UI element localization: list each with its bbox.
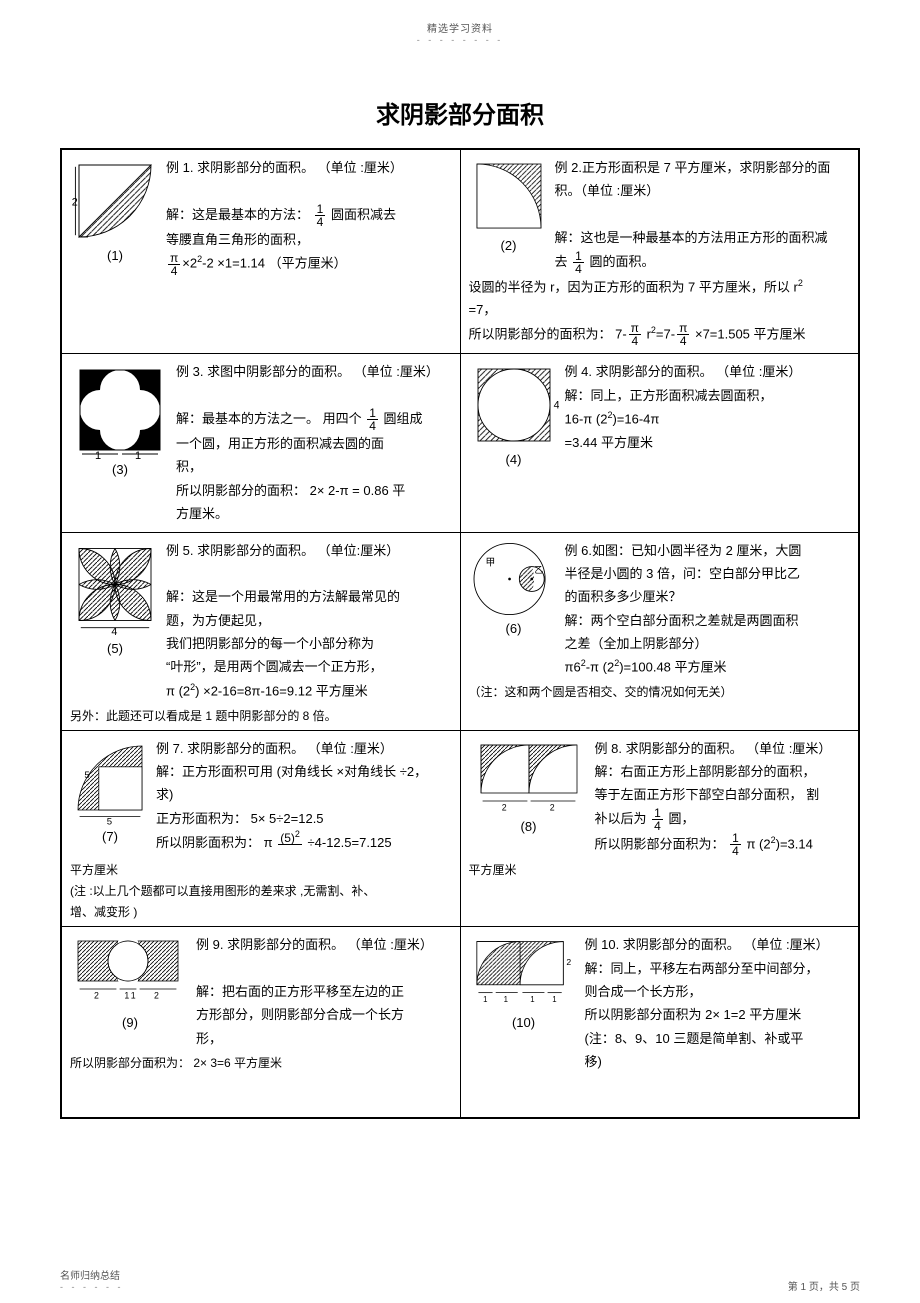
text-4: 例 4. 求阴影部分的面积。 （单位 :厘米） 解：同上，正方形面积减去圆面积，…	[565, 360, 851, 454]
extra-8: 平方厘米	[469, 861, 851, 878]
footer-left: 名师归纳总结 - - - - - -	[60, 1267, 124, 1293]
fig-3: 1 1 (3)	[70, 360, 170, 477]
svg-text:1: 1	[131, 991, 136, 1001]
fig-1: 2 (1)	[70, 156, 160, 263]
extra-7b: (注 :以上几个题都可以直接用图形的差来求 ,无需割、补、	[70, 882, 452, 899]
svg-text:4: 4	[553, 400, 558, 412]
text-6: 例 6.如图：已知小圆半径为 2 厘米，大圆 半径是小圆的 3 倍，问：空白部分…	[565, 539, 851, 680]
svg-text:1: 1	[503, 995, 507, 1004]
text-10: 例 10. 求阴影部分的面积。 （单位 :厘米） 解：同上，平移左右两部分至中间…	[585, 933, 851, 1073]
text-2: 例 2.正方形面积是 7 平方厘米，求阴影部分的面 积。（单位 :厘米） 解：这…	[555, 156, 851, 275]
fig-9: 2 1 1 2 (9)	[70, 933, 190, 1030]
footer-right: 第 1 页，共 5 页	[788, 1278, 860, 1293]
svg-text:2: 2	[549, 802, 554, 812]
fig-10: 2 1 1 1 1 (10)	[469, 933, 579, 1030]
fig-5: 4 (5)	[70, 539, 160, 656]
svg-text:1: 1	[135, 450, 141, 460]
fig-7: 5 5 (7)	[70, 737, 150, 844]
header-title: 精选学习资料	[60, 20, 860, 35]
text-1: 例 1. 求阴影部分的面积。 （单位 :厘米） 解：这是最基本的方法： 14 圆…	[166, 156, 452, 277]
svg-text:1: 1	[483, 995, 487, 1004]
text-2b: 设圆的半径为 r，因为正方形的面积为 7 平方厘米，所以 r2 =7， 所以阴影…	[469, 275, 851, 348]
svg-text:1: 1	[552, 995, 556, 1004]
text-3: 例 3. 求图中阴影部分的面积。 （单位 :厘米） 解：最基本的方法之一。 用四…	[176, 360, 452, 525]
svg-text:5: 5	[107, 816, 112, 827]
svg-text:2: 2	[501, 802, 506, 812]
svg-text:5: 5	[84, 770, 89, 781]
text-7: 例 7. 求阴影部分的面积。 （单位 :厘米） 解：正方形面积可用 (对角线长 …	[156, 737, 452, 858]
svg-text:2: 2	[154, 991, 159, 1001]
extra-7c: 增、减变形 )	[70, 903, 452, 920]
text-8: 例 8. 求阴影部分的面积。 （单位 :厘米） 解：右面正方形上部阴影部分的面积…	[595, 737, 851, 858]
header-dots: - - - - - - - -	[60, 35, 860, 45]
fig-2: (2)	[469, 156, 549, 253]
svg-text:1: 1	[530, 995, 534, 1004]
fig-8: 2 2 (8)	[469, 737, 589, 834]
extra-7a: 平方厘米	[70, 861, 452, 878]
extra-6: （注：这和两个圆是否相交、交的情况如何无关）	[469, 683, 851, 700]
fig-4: 4 (4)	[469, 360, 559, 467]
svg-text:2: 2	[72, 197, 78, 209]
svg-text:2: 2	[566, 957, 571, 967]
svg-text:1: 1	[124, 991, 129, 1001]
page-title: 求阴影部分面积	[60, 95, 860, 130]
svg-text:乙: 乙	[534, 564, 543, 574]
svg-text:1: 1	[95, 450, 101, 460]
svg-text:甲: 甲	[485, 557, 495, 568]
svg-text:2: 2	[94, 991, 99, 1001]
extra-9: 所以阴影部分面积为： 2× 3=6 平方厘米	[70, 1054, 452, 1071]
extra-5: 另外：此题还可以看成是 1 题中阴影部分的 8 倍。	[70, 707, 452, 724]
fig-6: 甲 乙 (6)	[469, 539, 559, 636]
text-5: 例 5. 求阴影部分的面积。 （单位:厘米） 解：这是一个用最常用的方法解最常见…	[166, 539, 452, 703]
problems-table: 2 (1) 例 1. 求阴影部分的面积。 （单位 :厘米） 解：这是最基本的方法…	[60, 148, 860, 1119]
text-9: 例 9. 求阴影部分的面积。 （单位 :厘米） 解：把右面的正方形平移至左边的正…	[196, 933, 452, 1050]
